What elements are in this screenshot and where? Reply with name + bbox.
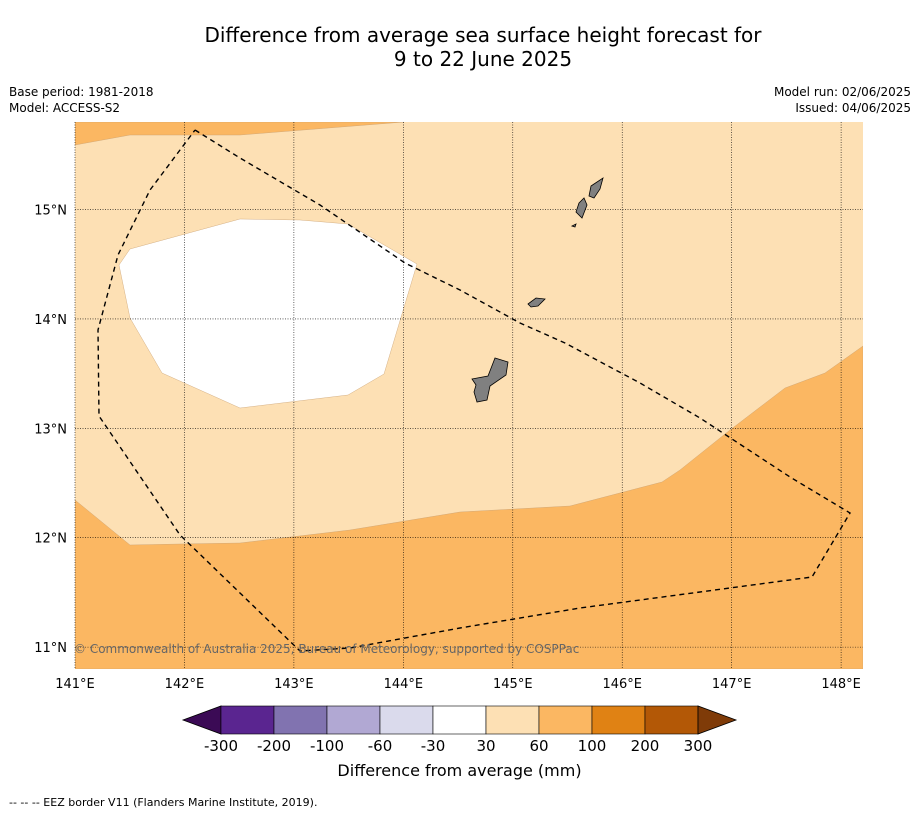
contour-60-100-top [75,122,405,146]
eez-border [97,129,851,652]
lat-tick-label: 11°N [34,641,67,656]
lon-tick-label: 145°E [493,677,533,692]
issued-date: Issued: 04/06/2025 [795,101,911,115]
lat-tick-label: 15°N [34,204,67,219]
contour-60-100-south [75,345,863,669]
colorbar-tick-label: 30 [476,737,495,755]
map-copyright: © Commonwealth of Australia 2025, Bureau… [74,642,579,656]
colorbar-tick-label: -200 [257,737,291,755]
lon-tick-label: 142°E [165,677,205,692]
chart-title-line2: 9 to 22 June 2025 [393,47,573,71]
colorbar-segment [220,705,275,735]
colorbar-tick-label: 200 [631,737,660,755]
meta-left: Base period: 1981-2018 Model: ACCESS-S2 [9,84,154,116]
map-plot-area [75,122,863,669]
colorbar-tick-label: 60 [529,737,548,755]
map-grid [74,122,863,669]
lat-tick-label: 13°N [34,422,67,437]
colorbar: -300 -200 -100 -60 -30 30 60 100 200 300 [181,705,738,755]
contour-neutral-region [118,218,418,409]
lon-tick-label: 141°E [55,677,95,692]
colorbar-extend-low [181,705,222,735]
colorbar-segment [485,705,540,735]
colorbar-tick-label: 100 [578,737,607,755]
colorbar-segment [591,705,646,735]
island-rota [527,297,546,308]
base-period: Base period: 1981-2018 [9,85,154,99]
colorbar-tick-label: -100 [310,737,344,755]
colorbar-segment [379,705,434,735]
colorbar-tick-label: 300 [684,737,713,755]
eez-footnote: -- -- -- EEZ border V11 (Flanders Marine… [9,796,318,809]
island-guam [471,357,509,403]
island-tinian [575,197,588,219]
lon-tick-label: 143°E [274,677,314,692]
colorbar-title: Difference from average (mm) [337,761,582,780]
lat-tick-label: 14°N [34,313,67,328]
colorbar-tick-label: -300 [204,737,238,755]
colorbar-tick-label: -60 [368,737,393,755]
island-saipan [588,177,604,199]
colorbar-tick-label: -30 [421,737,446,755]
lat-tick-label: 12°N [34,532,67,547]
axis-tick-labels: 141°E 142°E 143°E 144°E 145°E 146°E 147°E 148°E… [34,204,861,692]
colorbar-segment [538,705,593,735]
lon-tick-label: 146°E [602,677,642,692]
meta-right: Model run: 02/06/2025 Issued: 04/06/2025 [774,84,911,116]
colorbar-segment [432,705,487,735]
land-islands [471,177,604,403]
lon-tick-label: 148°E [821,677,861,692]
colorbar-extend-high [697,705,738,735]
colorbar-segment [326,705,381,735]
model-run: Model run: 02/06/2025 [773,85,911,99]
chart-title-line1: Difference from average sea surface heig… [204,23,762,47]
island-aguijan [570,223,577,228]
lon-tick-label: 147°E [712,677,752,692]
colorbar-segment [644,705,699,735]
colorbar-segment [273,705,328,735]
model-name: Model: ACCESS-S2 [9,101,121,115]
lon-tick-label: 144°E [384,677,424,692]
